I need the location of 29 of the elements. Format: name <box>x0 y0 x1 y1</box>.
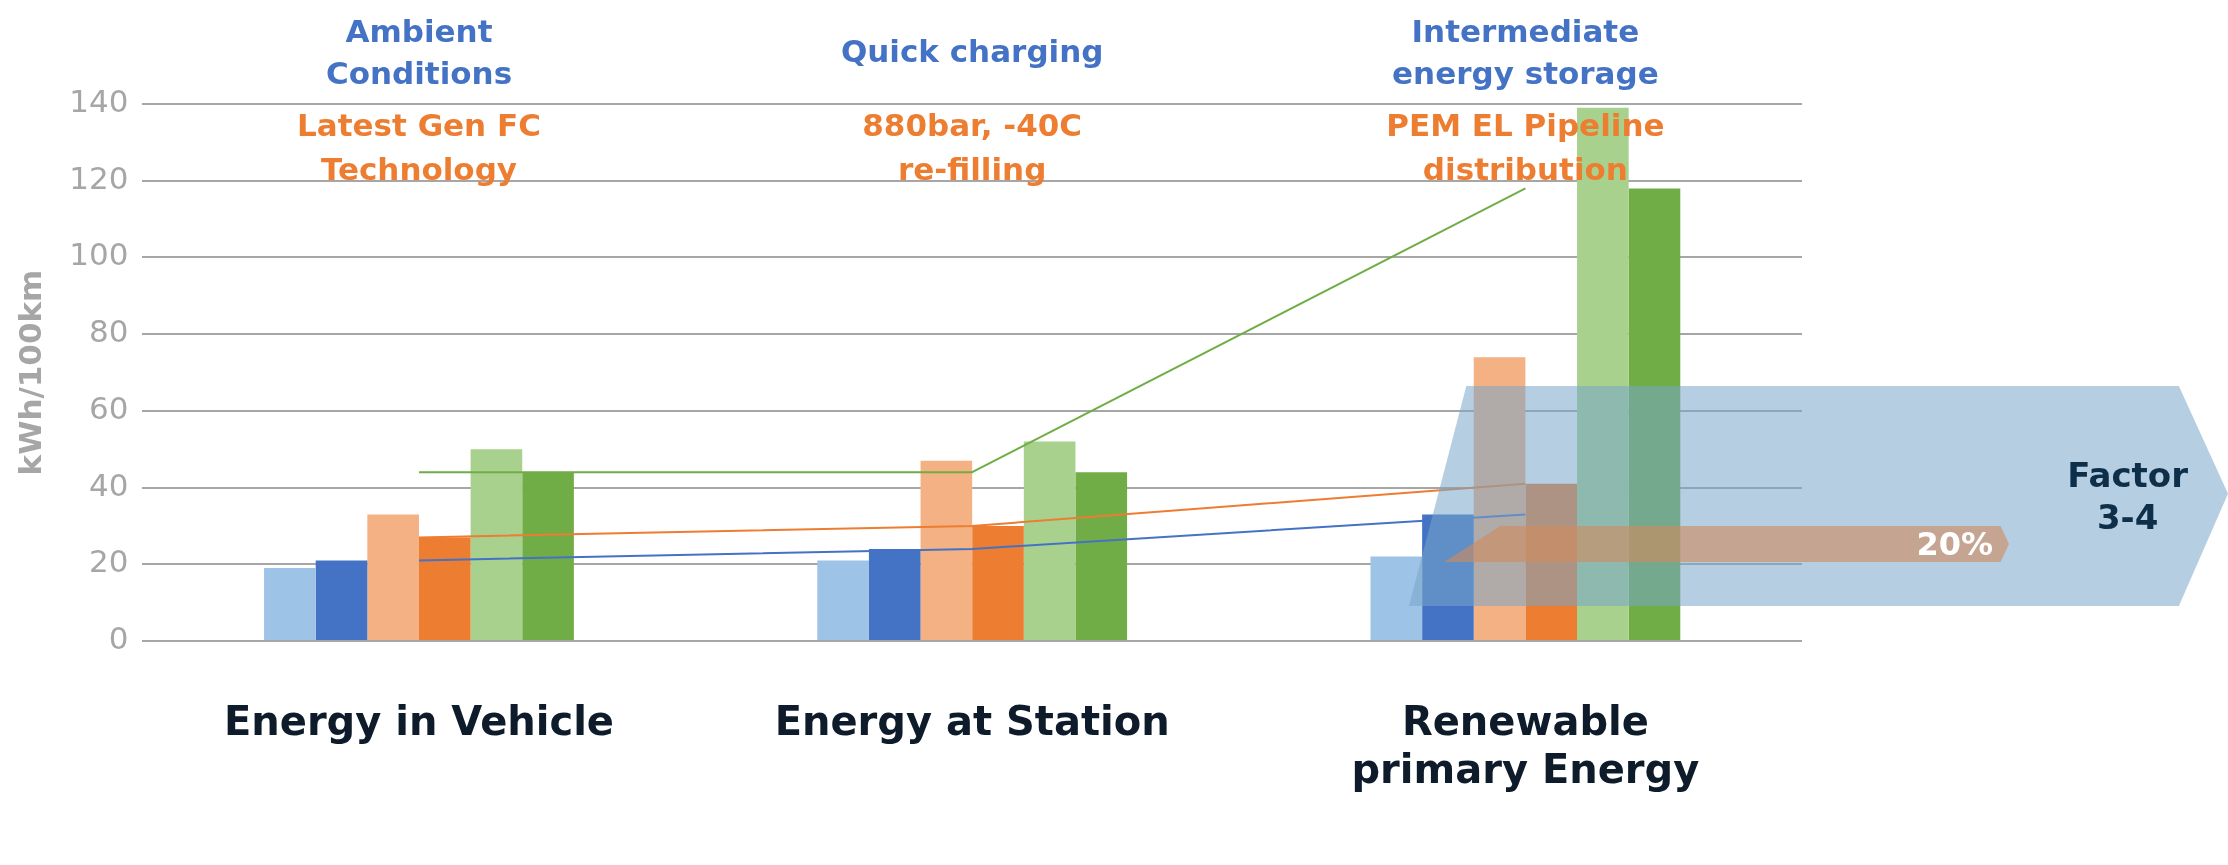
y-tick-label: 100 <box>69 236 129 273</box>
text: Intermediate energy storage <box>1392 13 1659 92</box>
bar <box>367 514 419 640</box>
bar <box>817 560 869 640</box>
text: Ambient Conditions <box>325 13 513 92</box>
bar <box>920 460 973 640</box>
y-tick-label: 60 <box>88 389 129 426</box>
annotation: Latest Gen FC Technology <box>297 107 541 188</box>
y-tick-label: 40 <box>88 466 129 503</box>
annotation: PEM EL Pipeline distribution <box>1386 107 1665 188</box>
y-tick-label: 0 <box>108 620 129 657</box>
y-axis-title: kWh/100km <box>11 269 48 476</box>
bar <box>264 568 316 640</box>
bar <box>315 560 368 640</box>
bar <box>470 449 523 640</box>
bar <box>1370 556 1423 640</box>
text: Quick charging <box>840 33 1104 70</box>
annotation: 880bar, -40C re-filling <box>862 107 1083 188</box>
bar <box>1075 472 1128 640</box>
y-tick-label: 140 <box>69 83 129 120</box>
bar <box>1628 188 1681 640</box>
y-tick-label: 120 <box>69 159 129 196</box>
x-tick-label: Energy at Station <box>774 698 1170 745</box>
y-tick-label: 80 <box>88 313 129 350</box>
x-tick-label: Renewable primary Energy <box>1351 698 1700 793</box>
bar <box>1473 357 1526 640</box>
x-tick-label: Energy in Vehicle <box>223 698 614 745</box>
bar <box>1023 441 1076 640</box>
y-tick-label: 20 <box>88 543 129 580</box>
